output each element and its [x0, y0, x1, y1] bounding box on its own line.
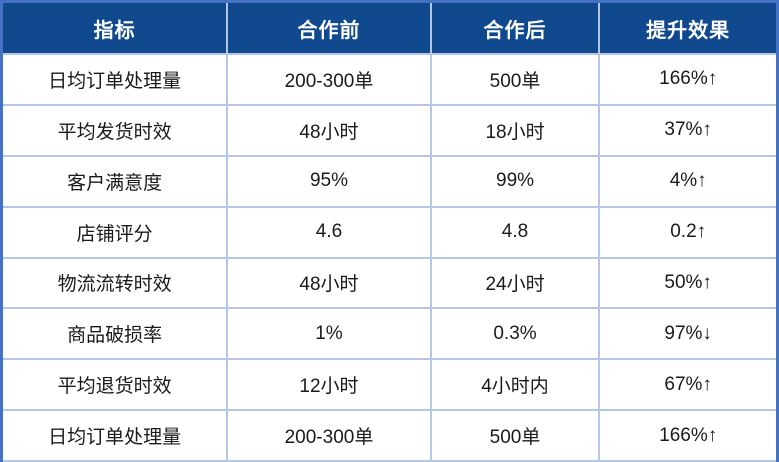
- cell-before: 1%: [228, 309, 432, 361]
- cell-before: 12小时: [228, 360, 432, 412]
- header-cell-before: 合作前: [228, 3, 432, 55]
- cell-after: 500单: [431, 411, 601, 462]
- cell-after: 18小时: [431, 105, 601, 157]
- cell-indicator: 日均订单处理量: [3, 55, 229, 106]
- cell-effect: 166%↑: [600, 411, 776, 462]
- cell-effect: 37%↑: [600, 105, 776, 157]
- cell-before: 4.6: [228, 207, 432, 259]
- cell-effect: 97%↓: [600, 309, 776, 361]
- cell-effect: 50%↑: [600, 258, 776, 310]
- cell-before: 48小时: [228, 105, 432, 157]
- cell-indicator: 平均发货时效: [3, 105, 229, 157]
- cell-effect: 166%↑: [600, 55, 776, 106]
- cell-after: 99%: [431, 156, 601, 208]
- cell-effect: 0.2↑: [600, 207, 776, 259]
- cell-indicator: 物流流转时效: [3, 258, 229, 310]
- header-cell-effect: 提升效果: [600, 3, 776, 55]
- cell-before: 95%: [228, 156, 432, 208]
- cell-after: 24小时: [431, 258, 601, 310]
- cell-before: 48小时: [228, 258, 432, 310]
- header-cell-indicator: 指标: [3, 3, 229, 55]
- cell-effect: 4%↑: [600, 156, 776, 208]
- cell-effect: 67%↑: [600, 360, 776, 412]
- cell-indicator: 商品破损率: [3, 309, 229, 361]
- cell-indicator: 平均退货时效: [3, 360, 229, 412]
- cell-before: 200-300单: [228, 411, 432, 462]
- cell-after: 500单: [431, 55, 601, 106]
- header-cell-after: 合作后: [431, 3, 601, 55]
- cell-after: 4.8: [431, 207, 601, 259]
- cell-before: 200-300单: [228, 55, 432, 106]
- cell-after: 4小时内: [431, 360, 601, 412]
- cell-indicator: 日均订单处理量: [3, 411, 229, 462]
- cell-after: 0.3%: [431, 309, 601, 361]
- cell-indicator: 店铺评分: [3, 207, 229, 259]
- cell-indicator: 客户满意度: [3, 156, 229, 208]
